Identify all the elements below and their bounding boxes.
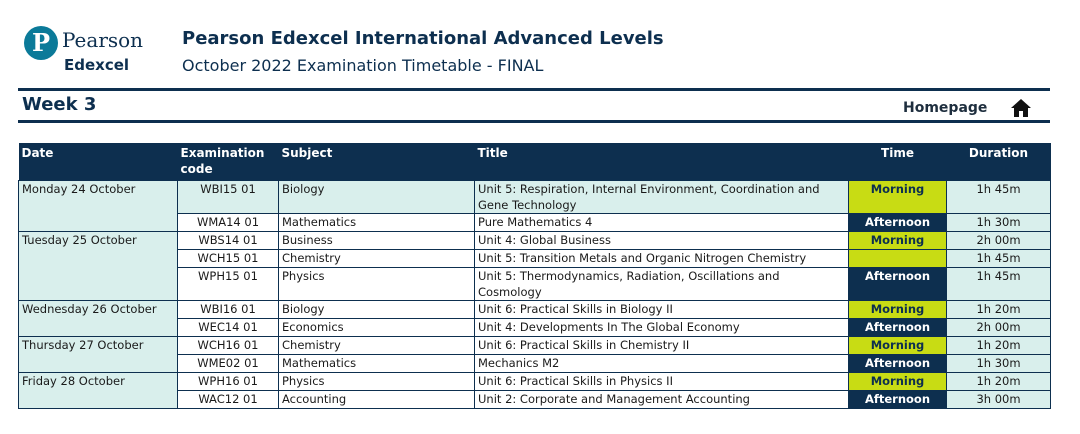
- exam-date: [18, 213, 178, 232]
- exam-duration: 2h 00m: [946, 318, 1051, 337]
- exam-code: WBI16 01: [177, 300, 279, 319]
- exam-title: Unit 5: Transition Metals and Organic Ni…: [474, 249, 849, 268]
- exam-subject: Chemistry: [278, 336, 475, 355]
- exam-code: WBI15 01: [177, 180, 279, 214]
- exam-code: WME02 01: [177, 354, 279, 373]
- timetable: Date Examination code Subject Title Time…: [18, 143, 1051, 409]
- page-title: Pearson Edexcel International Advanced L…: [182, 28, 664, 49]
- exam-title: Unit 5: Respiration, Internal Environmen…: [474, 180, 849, 214]
- week-rule: [18, 120, 1050, 123]
- table-header-row: Date Examination code Subject Title Time…: [18, 143, 1051, 181]
- exam-time: Afternoon: [848, 318, 947, 337]
- exam-duration: 3h 00m: [946, 390, 1051, 409]
- homepage-link[interactable]: Homepage: [903, 100, 988, 116]
- exam-code: WPH15 01: [177, 267, 279, 301]
- exam-date: [18, 267, 178, 301]
- exam-duration: 1h 30m: [946, 213, 1051, 232]
- table-row: Wednesday 26 October WBI16 01 Biology Unit …: [18, 300, 1051, 319]
- exam-duration: 1h 20m: [946, 300, 1051, 319]
- exam-date: [18, 249, 178, 268]
- exam-title: Unit 6: Practical Skills in Physics II: [474, 372, 849, 391]
- table-row: Monday 24 October WBI15 01 Biology Unit 5: …: [18, 180, 1051, 214]
- exam-code: WMA14 01: [177, 213, 279, 232]
- exam-date: Thursday 27 October: [18, 336, 178, 355]
- exam-date: Tuesday 25 October: [18, 231, 178, 250]
- exam-title: Unit 6: Practical Skills in Biology II: [474, 300, 849, 319]
- exam-date: [18, 354, 178, 373]
- exam-time: Morning: [848, 300, 947, 319]
- col-code-header: Examination code: [177, 143, 279, 181]
- exam-title: Unit 4: Global Business: [474, 231, 849, 250]
- table-row: WMA14 01 Mathematics Pure Mathematics 4 Aft…: [18, 213, 1051, 232]
- exam-code: WCH16 01: [177, 336, 279, 355]
- exam-date: [18, 390, 178, 409]
- exam-title: Unit 6: Practical Skills in Chemistry II: [474, 336, 849, 355]
- col-duration-header: Duration: [946, 143, 1051, 181]
- exam-subject: Economics: [278, 318, 475, 337]
- exam-code: WAC12 01: [177, 390, 279, 409]
- exam-title: Unit 5: Thermodynamics, Radiation, Oscil…: [474, 267, 849, 301]
- exam-duration: 1h 45m: [946, 180, 1051, 214]
- exam-duration: 1h 20m: [946, 336, 1051, 355]
- table-row: WCH15 01 Chemistry Unit 5: Transition Meta…: [18, 249, 1051, 268]
- exam-duration: 1h 45m: [946, 249, 1051, 268]
- page-subtitle: October 2022 Examination Timetable - FIN…: [182, 56, 544, 75]
- col-date-header: Date: [18, 143, 178, 181]
- col-title-header: Title: [474, 143, 849, 181]
- exam-date: Friday 28 October: [18, 372, 178, 391]
- exam-date: Wednesday 26 October: [18, 300, 178, 319]
- pearson-edexcel-logo: P Pearson Edexcel: [22, 22, 152, 78]
- exam-time: Afternoon: [848, 213, 947, 232]
- exam-time: [848, 249, 947, 268]
- exam-date: [18, 318, 178, 337]
- exam-subject: Mathematics: [278, 213, 475, 232]
- exam-duration: 1h 45m: [946, 267, 1051, 301]
- exam-subject: Physics: [278, 372, 475, 391]
- exam-code: WBS14 01: [177, 231, 279, 250]
- exam-duration: 1h 20m: [946, 372, 1051, 391]
- exam-title: Pure Mathematics 4: [474, 213, 849, 232]
- table-row: Friday 28 October WPH16 01 Physics Unit 6: …: [18, 372, 1051, 391]
- exam-subject: Accounting: [278, 390, 475, 409]
- exam-title: Unit 4: Developments In The Global Econo…: [474, 318, 849, 337]
- exam-duration: 1h 30m: [946, 354, 1051, 373]
- exam-code: WCH15 01: [177, 249, 279, 268]
- table-row: WME02 01 Mathematics Mechanics M2 Afternoon…: [18, 354, 1051, 373]
- home-icon[interactable]: [1010, 98, 1032, 118]
- table-row: WAC12 01 Accounting Unit 2: Corporate and …: [18, 390, 1051, 409]
- exam-title: Unit 2: Corporate and Management Account…: [474, 390, 849, 409]
- exam-time: Morning: [848, 180, 947, 214]
- table-row: WEC14 01 Economics Unit 4: Developments In…: [18, 318, 1051, 337]
- exam-time: Afternoon: [848, 390, 947, 409]
- exam-time: Morning: [848, 372, 947, 391]
- exam-duration: 2h 00m: [946, 231, 1051, 250]
- header-rule: [18, 88, 1050, 91]
- pearson-p-icon: P: [24, 26, 58, 60]
- exam-subject: Mathematics: [278, 354, 475, 373]
- exam-date: Monday 24 October: [18, 180, 178, 214]
- logo-brand-text: Pearson: [62, 28, 144, 52]
- col-subject-header: Subject: [278, 143, 475, 181]
- exam-subject: Physics: [278, 267, 475, 301]
- exam-subject: Biology: [278, 180, 475, 214]
- exam-time: Afternoon: [848, 267, 947, 301]
- exam-time: Morning: [848, 336, 947, 355]
- exam-time: Morning: [848, 231, 947, 250]
- exam-title: Mechanics M2: [474, 354, 849, 373]
- exam-subject: Chemistry: [278, 249, 475, 268]
- exam-subject: Biology: [278, 300, 475, 319]
- table-row: Thursday 27 October WCH16 01 Chemistry Unit…: [18, 336, 1051, 355]
- col-time-header: Time: [848, 143, 947, 181]
- table-row: Tuesday 25 October WBS14 01 Business Unit 4…: [18, 231, 1051, 250]
- table-row: WPH15 01 Physics Unit 5: Thermodynamics, R…: [18, 267, 1051, 301]
- exam-code: WPH16 01: [177, 372, 279, 391]
- week-heading: Week 3: [22, 94, 97, 115]
- exam-time: Afternoon: [848, 354, 947, 373]
- logo-sub-text: Edexcel: [64, 56, 130, 74]
- exam-subject: Business: [278, 231, 475, 250]
- exam-code: WEC14 01: [177, 318, 279, 337]
